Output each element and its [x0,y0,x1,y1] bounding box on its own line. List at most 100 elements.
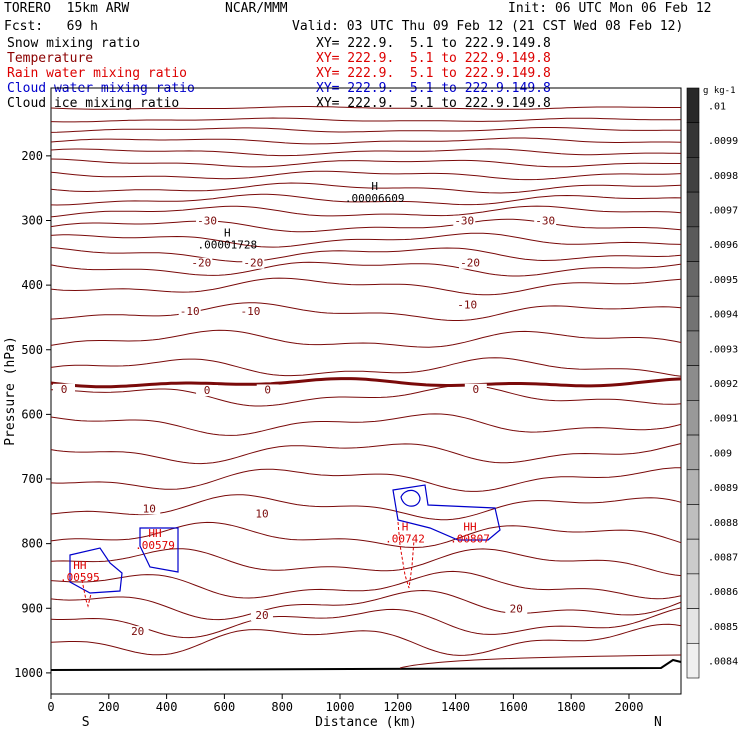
xsec-snow: XY= 222.9. 5.1 to 222.9.149.8 [316,36,551,51]
colorbar-label: .0099 [708,136,738,147]
forecast-hour: Fcst: 69 h [4,19,98,34]
colorbar-label: .0096 [708,240,738,251]
colorbar-label: .0088 [708,518,738,529]
rain-contour [81,579,92,608]
isotherm-label: -30 [454,215,474,228]
colorbar-cell [686,365,700,401]
init-time: Init: 06 UTC Mon 06 Feb 12 [508,1,712,16]
maximum-value: .00595 [60,571,100,584]
xsec-temperature: XY= 222.9. 5.1 to 222.9.149.8 [316,51,551,66]
x-tick-label: 2000 [615,700,644,714]
isotherm-line [50,106,681,110]
isotherm-line [50,589,682,621]
colorbar-cell [686,191,700,228]
isotherm-line [50,521,682,548]
x-tick-label: 800 [271,700,293,714]
isotherm-label-bg [239,306,262,318]
isotherm-line [50,247,682,263]
isotherm-label: 20 [255,609,268,622]
isotherm-label-bg [126,626,149,638]
isotherm-label: -20 [460,257,480,270]
terrain-line [50,658,682,671]
field-name-rain: Rain water mixing ratio [7,66,188,81]
colorbar-cell [686,261,700,297]
colorbar-unit: g kg-1 [703,86,736,96]
isotherm-line [50,443,682,465]
maximum-value: .00006609 [345,192,405,205]
isotherm-line [50,467,682,492]
colorbar-cell [686,226,700,262]
isotherm-line [51,384,682,407]
maximum-value: .00742 [385,532,425,545]
isotherm-line [50,548,682,577]
isotherm-line [50,205,682,218]
isotherm-label-bg [196,385,219,397]
isotherm-line [50,623,682,656]
isotherm-line [50,357,682,377]
rain-contour [397,521,415,589]
colorbar-cell [686,330,700,366]
maximum-mark: H [371,180,378,193]
colorbar-cell [686,400,700,436]
isotherm-label-bg [178,306,201,318]
isotherm-label-bg [196,215,219,227]
x-axis-title: Distance (km) [315,715,417,730]
isotherm-line [50,302,682,321]
x-tick-label: 1200 [383,700,412,714]
isotherm-label: 20 [510,603,523,616]
colorbar-label: .0097 [708,205,738,216]
isotherm-label-bg [190,257,213,269]
isotherm-label-bg [534,215,557,227]
maximum-value: .00001728 [197,238,257,251]
maximum-value: .00807 [450,532,490,545]
isotherm-label-bg [250,508,273,520]
colorbar-cell [686,87,700,124]
y-tick-label: 1000 [14,666,43,680]
field-name-snow: Snow mixing ratio [7,36,141,51]
colorbar-cell [686,434,700,471]
isotherm-label-bg [242,257,265,269]
colorbar-cell [686,608,700,644]
isotherm-label: -30 [197,215,217,228]
valid-time: Valid: 03 UTC Thu 09 Feb 12 (21 CST Wed … [292,19,684,34]
isotherm-label: 0 [264,383,271,396]
maximum-mark: HH [73,559,86,572]
isotherm-label: 0 [473,383,480,396]
isotherm-label: -30 [535,215,555,228]
maximum-mark: HH [463,520,476,533]
y-tick-label: 200 [21,149,43,163]
x-tick-label: 400 [156,700,178,714]
x-tick-label: 1400 [441,700,470,714]
colorbar-label: .0093 [708,344,738,355]
x-end-label-left: S [82,715,90,730]
y-tick-label: 700 [21,472,43,486]
cloud-water-contour [139,527,179,573]
colorbar-cell [686,504,700,540]
colorbar-label: .0089 [708,483,738,494]
colorbar-label: .0086 [708,587,738,598]
maximum-mark: HH [148,527,161,540]
x-tick-label: 0 [47,700,54,714]
xsec-rain: XY= 222.9. 5.1 to 222.9.149.8 [316,66,551,81]
isotherm-line [50,127,681,133]
y-tick-label: 400 [21,278,43,292]
isotherm-line [50,329,682,348]
isotherm-label-bg [256,384,279,396]
isotherm-label-bg [464,383,487,395]
isotherm-label: -10 [180,305,200,318]
isotherms [50,106,682,656]
isotherm-line [50,232,682,248]
isotherm-line [50,148,682,157]
isotherm-line [50,137,682,145]
colorbar-cell [686,469,700,505]
colorbar-cell [686,295,700,332]
x-end-label-right: N [654,715,662,730]
isotherm-line [50,158,681,168]
cloud-water-contour [392,484,501,541]
colorbar-label: .009 [708,448,732,459]
isotherm-line [50,193,682,206]
field-name-cloud-ice: Cloud ice mixing ratio [7,96,180,111]
isotherm-label-bg [53,383,76,395]
